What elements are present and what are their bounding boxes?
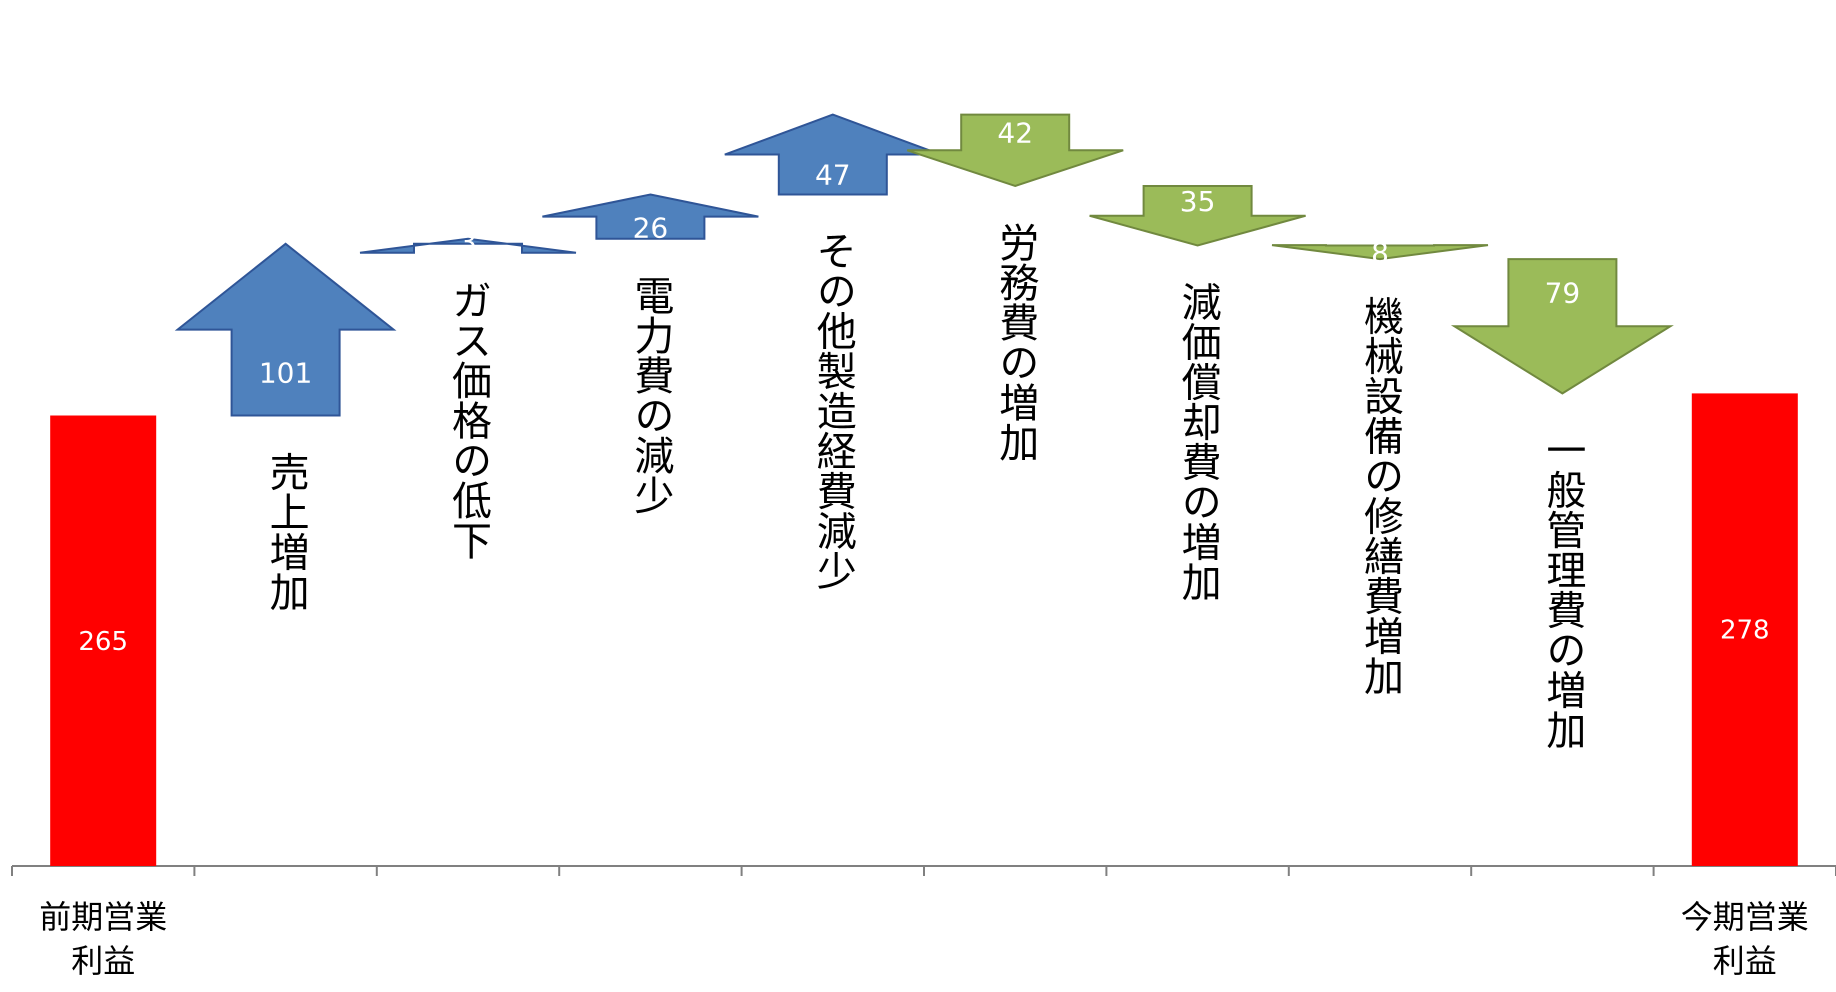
decrease-arrow [1089, 185, 1306, 247]
category-label: その他製造経費減少 [810, 231, 857, 591]
increase-arrow [542, 193, 759, 240]
arrow-value-label: 35 [1180, 185, 1216, 218]
decrease-arrow [906, 113, 1124, 188]
arrow-value-label: 3 [459, 225, 477, 258]
start-value-label: 265 [78, 627, 128, 657]
category-label: 減価償却費の増加 [1175, 282, 1222, 602]
category-label: 労務費の増加 [992, 222, 1038, 462]
increase-arrow [359, 237, 577, 254]
start-axis-label: 前期営業 [39, 898, 167, 936]
arrow-value-label: 8 [1371, 236, 1389, 269]
arrow-value-label: 47 [815, 159, 851, 192]
start-bar [50, 415, 157, 866]
arrow-value-label: 101 [259, 357, 312, 390]
end-bar [1691, 393, 1798, 866]
end-axis-label: 利益 [1713, 942, 1777, 980]
category-label: 売上増加 [263, 452, 309, 612]
decrease-arrow [1271, 244, 1489, 261]
decrease-arrow [1450, 258, 1674, 395]
category-label: 一般管理費の増加 [1539, 429, 1585, 749]
arrow-value-label: 79 [1545, 277, 1581, 310]
arrow-value-label: 42 [997, 116, 1033, 149]
arrow-value-label: 26 [633, 212, 669, 245]
increase-arrow [174, 242, 397, 417]
end-axis-label: 今期営業 [1681, 898, 1809, 936]
start-axis-label: 利益 [71, 942, 135, 980]
end-value-label: 278 [1720, 616, 1770, 646]
category-label: 機械設備の修繕費増加 [1357, 295, 1404, 695]
category-label: ガス価格の低下 [445, 280, 492, 560]
category-label: 電力費の減少 [627, 275, 673, 515]
